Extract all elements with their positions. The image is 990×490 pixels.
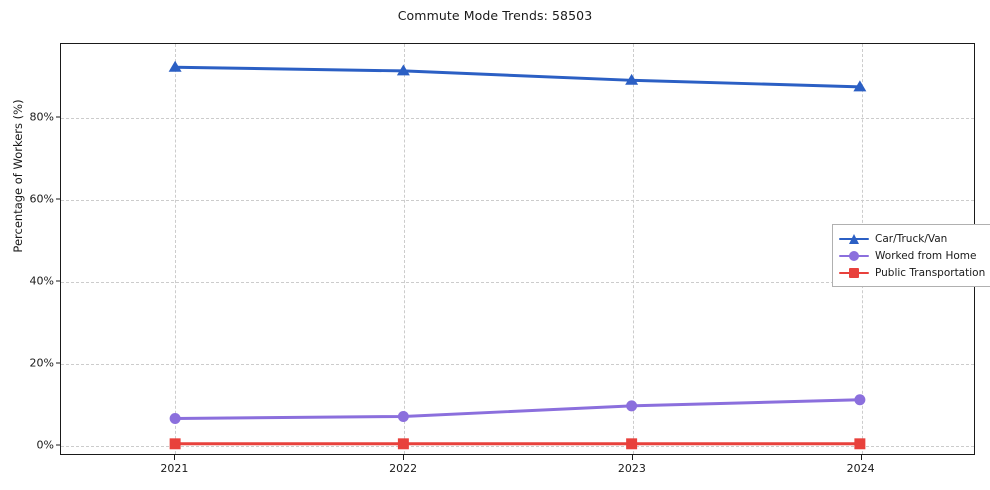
gridline-horizontal [61,281,974,283]
legend-swatch [839,266,869,280]
gridline-horizontal [61,363,974,365]
legend-label: Worked from Home [875,249,977,262]
x-tick-label: 2023 [617,462,646,475]
gridline-vertical [175,44,177,454]
data-point-marker [168,60,182,72]
data-point-marker [625,73,639,85]
legend-swatch [839,249,869,263]
gridline-horizontal [61,117,974,119]
triangle-marker-icon [849,233,859,244]
x-tick-label: 2024 [846,462,875,475]
plot-area [60,43,975,455]
data-point-marker [169,438,181,450]
x-tick-mark [403,455,405,460]
x-tick-label: 2021 [160,462,189,475]
data-point-marker [853,80,867,92]
legend-item[interactable]: Car/Truck/Van [839,230,985,247]
x-tick-mark [860,455,862,460]
data-point-marker [626,438,638,450]
data-point-marker [397,438,409,450]
x-tick-label: 2022 [389,462,418,475]
series-line [173,65,862,89]
y-tick-label: 60% [29,192,54,206]
gridline-vertical [404,44,406,454]
data-point-marker [169,413,181,424]
data-point-marker [396,64,410,76]
y-axis-label: Percentage of Workers (%) [11,99,25,253]
legend-item[interactable]: Worked from Home [839,247,985,264]
data-point-marker [626,400,638,412]
x-tick-mark [174,455,176,460]
data-point-marker [854,394,866,406]
y-tick-label: 40% [29,274,54,288]
series-layer [168,60,867,450]
chart-legend: Car/Truck/Van Worked from Home Public Tran… [832,224,990,287]
legend-item[interactable]: Public Transportation [839,264,985,281]
data-point-marker [397,410,409,422]
gridline-horizontal [61,445,974,447]
y-tick-label: 20% [29,356,54,370]
y-tick-label: 80% [29,110,54,124]
gridline-vertical [632,44,634,454]
x-tick-mark [631,455,633,460]
legend-label: Car/Truck/Van [875,232,948,245]
gridline-horizontal [61,199,974,201]
data-point-marker [854,438,866,450]
legend-swatch [839,232,869,246]
legend-label: Public Transportation [875,266,986,279]
chart-title: Commute Mode Trends: 58503 [397,8,593,23]
series-line [173,398,862,421]
circle-marker-icon [849,250,859,261]
y-tick-label: 0% [36,438,54,452]
square-marker-icon [849,267,859,278]
